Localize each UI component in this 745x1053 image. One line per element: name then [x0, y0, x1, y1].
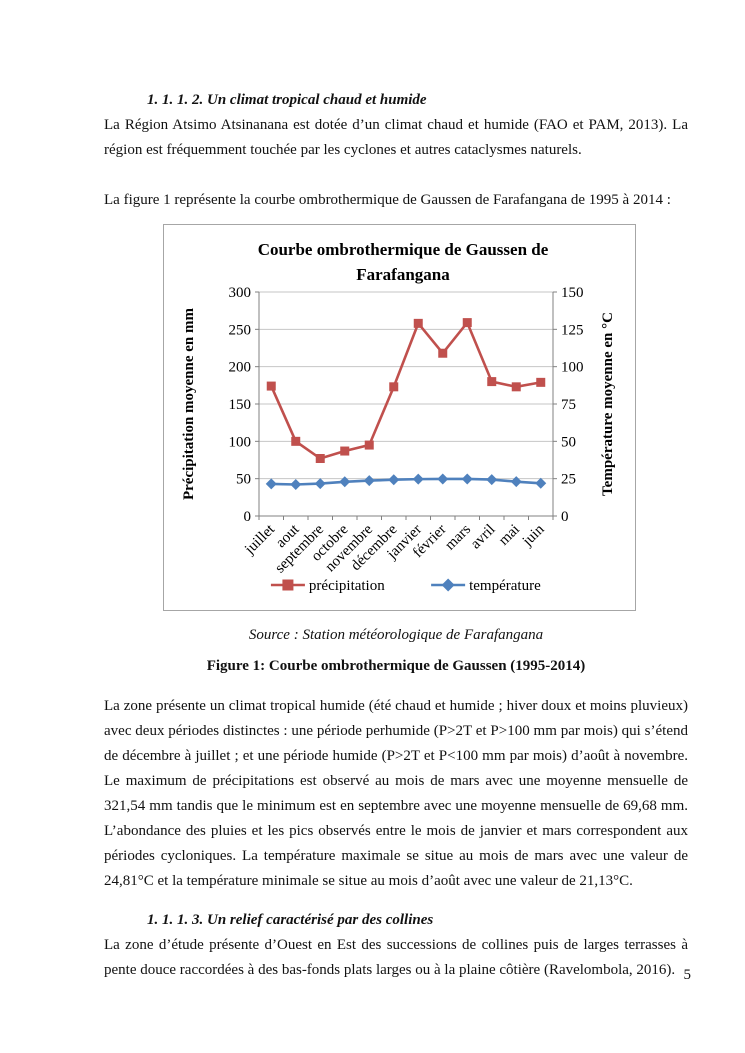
- svg-text:75: 75: [561, 397, 576, 413]
- svg-text:précipitation: précipitation: [309, 578, 385, 594]
- svg-text:250: 250: [229, 322, 252, 338]
- figure-caption: Figure 1: Courbe ombrothermique de Gauss…: [206, 658, 586, 674]
- svg-text:0: 0: [244, 509, 252, 525]
- svg-text:25: 25: [561, 472, 576, 488]
- page-content: 1. 1. 1. 2. Un climat tropical chaud et …: [104, 88, 688, 983]
- chart-legend: précipitation température: [270, 578, 541, 594]
- figure-source-note: Source : Station météorologique de Faraf…: [248, 627, 544, 643]
- section-heading-relief: 1. 1. 1. 3. Un relief caractérisé par de…: [147, 912, 434, 928]
- section-heading-climate: 1. 1. 1. 2. Un climat tropical chaud et …: [147, 92, 427, 108]
- svg-text:150: 150: [229, 397, 252, 413]
- svg-text:200: 200: [229, 360, 252, 376]
- svg-text:Précipitation moyenne en mm: Précipitation moyenne en mm: [181, 307, 197, 500]
- svg-text:300: 300: [229, 285, 252, 301]
- svg-text:0: 0: [561, 509, 569, 525]
- paragraph-climate-analysis: La zone présente un climat tropical humi…: [104, 698, 688, 889]
- svg-text:50: 50: [561, 434, 576, 450]
- paragraph-region-climate: La Région Atsimo Atsinanana est dotée d’…: [104, 117, 688, 158]
- svg-text:température: température: [469, 578, 541, 594]
- svg-text:Courbe ombrothermique de Gauss: Courbe ombrothermique de Gaussen de: [258, 240, 549, 259]
- page-number: 5: [683, 967, 692, 983]
- svg-text:150: 150: [561, 285, 584, 301]
- svg-text:Température moyenne en °C: Température moyenne en °C: [600, 312, 616, 496]
- svg-text:100: 100: [229, 434, 252, 450]
- svg-text:Farafangana: Farafangana: [356, 265, 450, 284]
- paragraph-figure-intro: La figure 1 représente la courbe ombroth…: [104, 192, 671, 208]
- svg-text:125: 125: [561, 322, 584, 338]
- svg-text:50: 50: [236, 472, 251, 488]
- paragraph-relief: La zone d’étude présente d’Ouest en Est …: [104, 937, 688, 978]
- figure-1-frame: Courbe ombrothermique de Gaussen de Faraf…: [163, 224, 636, 611]
- svg-text:100: 100: [561, 360, 584, 376]
- gaussen-ombrothermic-chart: Courbe ombrothermique de Gaussen de Faraf…: [163, 224, 636, 611]
